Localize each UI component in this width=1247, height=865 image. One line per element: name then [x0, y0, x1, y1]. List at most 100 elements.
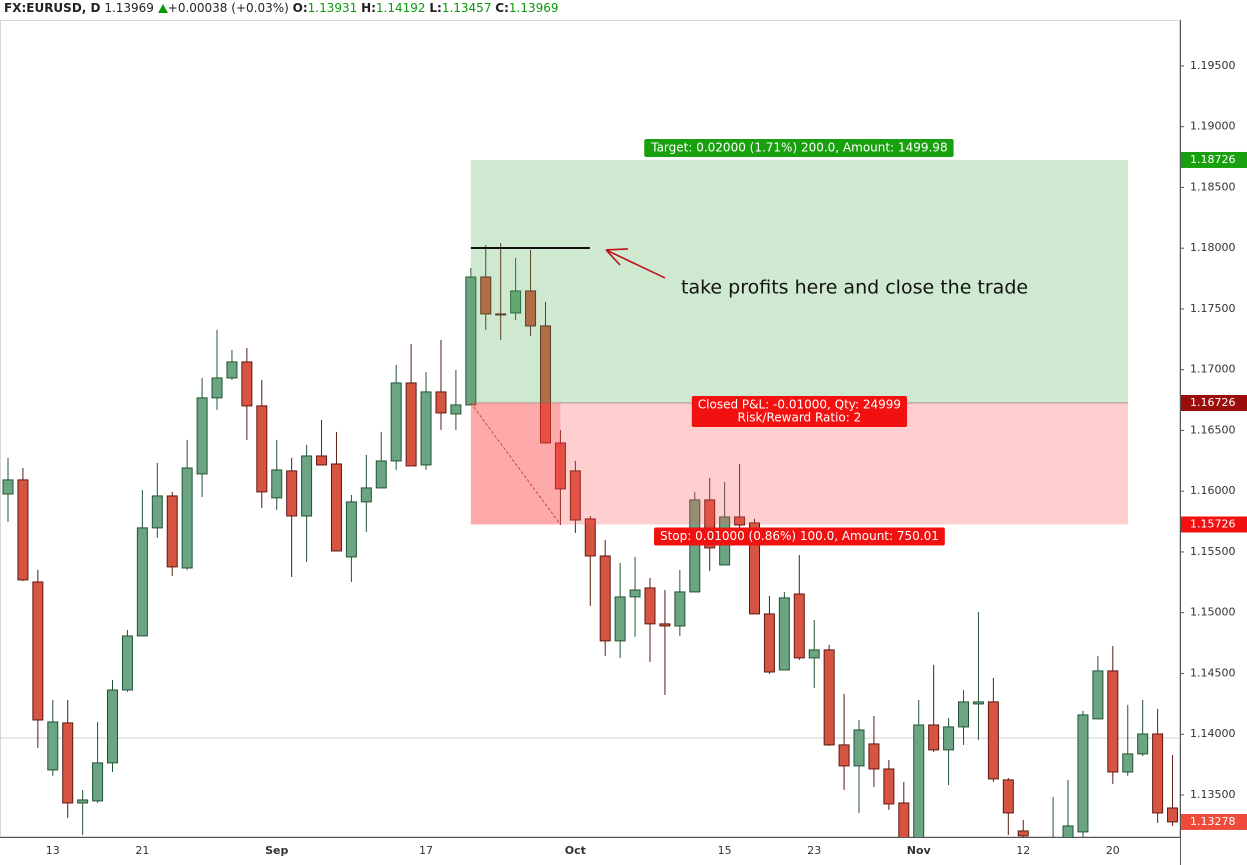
y-tick-label: 1.15500	[1190, 545, 1236, 558]
candle-body	[196, 397, 208, 475]
candle-body	[435, 391, 447, 414]
up-arrow	[157, 4, 168, 13]
candle-body	[883, 768, 895, 805]
x-tick-label: Nov	[907, 844, 932, 857]
x-tick-label: 17	[419, 844, 433, 857]
candle-body	[47, 721, 59, 771]
candle-body	[928, 724, 940, 751]
candle-body	[1077, 714, 1089, 833]
candle-body	[375, 460, 387, 489]
candle-body	[838, 744, 850, 767]
candle-body	[17, 479, 29, 581]
candle-body	[943, 726, 955, 751]
candle-body	[539, 325, 551, 444]
x-tick-label: Sep	[265, 844, 288, 857]
y-tick-label: 1.18000	[1190, 241, 1236, 254]
x-tick-label: 15	[718, 844, 732, 857]
candle-body	[808, 649, 820, 659]
trade-path	[470, 402, 561, 525]
open-label: O:	[292, 1, 308, 15]
y-tick-label: 1.15000	[1190, 606, 1236, 619]
candle-body	[525, 290, 537, 327]
close-label: C:	[495, 1, 509, 15]
candle-body	[420, 391, 432, 466]
axis-price-label: 1.18726	[1190, 153, 1236, 166]
target-label-text: Target: 0.02000 (1.71%) 200.0, Amount: 1…	[650, 140, 947, 154]
candle-body	[77, 799, 89, 804]
candle-body	[868, 743, 880, 770]
candle-body	[853, 729, 865, 767]
candle-body	[749, 522, 760, 615]
annotation-text: take profits here and close the trade	[681, 276, 1028, 298]
x-tick-label: 20	[1106, 844, 1120, 857]
y-tick-label: 1.19000	[1190, 120, 1236, 133]
stop-label-text: Stop: 0.01000 (0.86%) 100.0, Amount: 750…	[660, 529, 939, 543]
candle-body	[569, 470, 581, 521]
candle-body	[734, 516, 746, 526]
candle-body	[584, 518, 596, 557]
candle-body	[898, 802, 910, 837]
candle-body	[226, 361, 238, 379]
y-tick-label: 1.17500	[1190, 302, 1236, 315]
candle-body	[1017, 830, 1029, 837]
open-value: 1.13931	[307, 1, 358, 15]
candle-body	[689, 499, 701, 593]
axis-price-label: 1.16726	[1190, 396, 1236, 409]
high-value: 1.14192	[375, 1, 426, 15]
candle-body	[32, 581, 44, 721]
low-label: L:	[429, 1, 442, 15]
candle-body	[1167, 807, 1179, 823]
candle-body	[1048, 845, 1058, 860]
candle-body	[1002, 779, 1014, 814]
candle-body	[450, 404, 462, 415]
annotation-arrow	[605, 248, 666, 279]
candle-body	[823, 649, 835, 746]
axis-price-box	[1181, 813, 1247, 830]
candle-body	[1152, 733, 1164, 814]
candle-body	[510, 290, 522, 314]
candle-body	[674, 591, 686, 627]
candle-body	[958, 701, 970, 728]
candle-body	[495, 313, 507, 316]
symbol: FX:EURUSD, D	[4, 1, 101, 15]
x-tick-label: 23	[807, 844, 821, 857]
target-label	[644, 138, 954, 157]
y-tick-label: 1.13500	[1190, 788, 1236, 801]
candle-body	[241, 361, 253, 407]
candle-body	[629, 589, 641, 598]
x-tick-label: 13	[46, 844, 60, 857]
candle-body	[405, 382, 417, 467]
axis-price-box	[1181, 516, 1247, 533]
candle-body	[987, 701, 999, 780]
candle-body	[480, 276, 492, 315]
target-zone	[470, 159, 1129, 403]
y-tick-label: 1.14500	[1190, 666, 1236, 679]
candle-body	[166, 495, 178, 568]
pnl-label-text: Risk/Reward Ratio: 2	[738, 410, 862, 424]
x-tick-label: 12	[1016, 844, 1030, 857]
candle-body	[390, 382, 402, 462]
candle-body	[62, 722, 74, 804]
candle-body	[136, 527, 148, 637]
candle-body	[1062, 825, 1074, 837]
candle-body	[644, 587, 656, 625]
axis-price-box	[1181, 394, 1247, 411]
candle-body	[659, 623, 671, 627]
candle-body	[256, 405, 268, 493]
last-price: 1.13969	[104, 1, 154, 15]
candle-body	[1122, 753, 1134, 773]
y-tick-label: 1.18500	[1190, 180, 1236, 193]
candle-body	[316, 455, 328, 466]
candle-body	[151, 495, 163, 529]
candle-body	[465, 276, 477, 406]
candle-body	[181, 467, 193, 569]
candle-body	[1137, 733, 1149, 755]
candle-body	[599, 555, 611, 642]
candle-body	[286, 470, 298, 517]
candle-body	[913, 724, 925, 837]
axis-price-label: 1.13278	[1190, 815, 1236, 828]
x-tick-label: 21	[135, 844, 149, 857]
candle-body	[330, 463, 342, 552]
